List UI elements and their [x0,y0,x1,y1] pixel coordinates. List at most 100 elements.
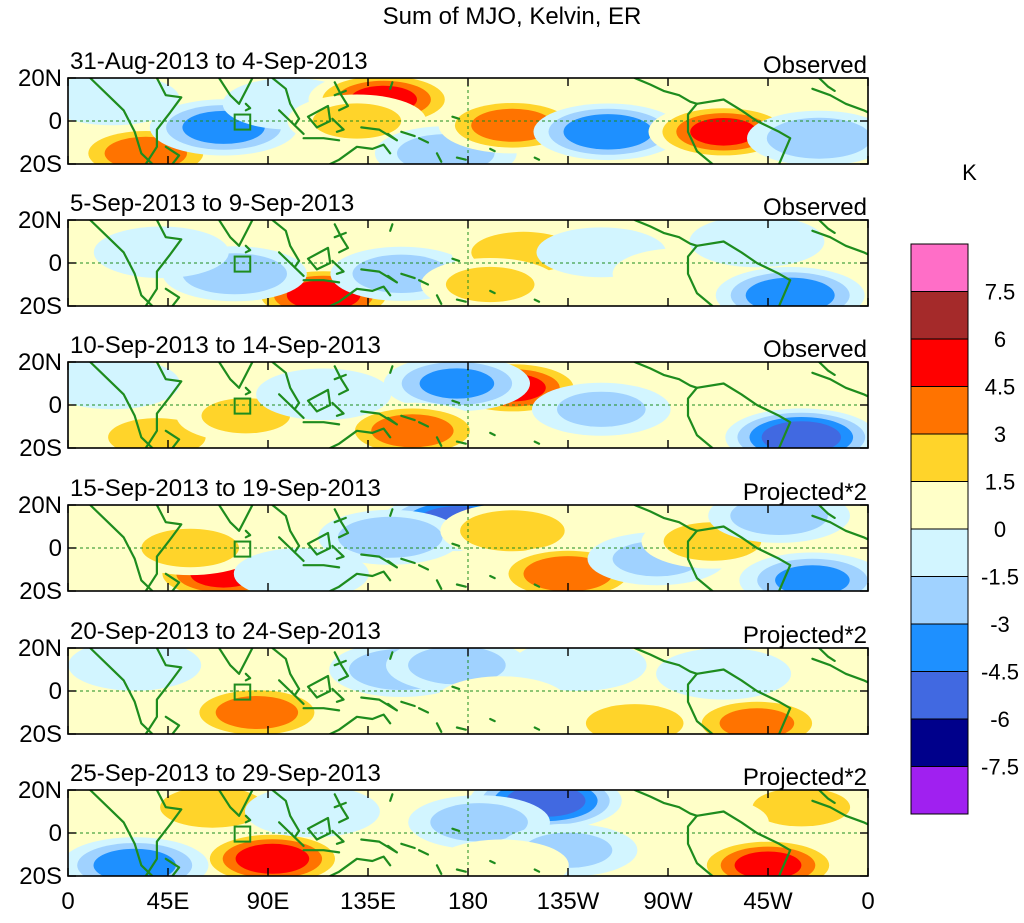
island [333,516,347,524]
coastline [811,229,868,256]
island [418,849,430,856]
island [533,440,541,445]
coastline [811,371,868,398]
colorbar-swatch [910,481,969,530]
coastline [695,525,792,591]
island [389,508,394,517]
panel-kind-label: Observed [763,336,867,363]
y-tick-label: 0 [49,535,62,562]
coastline [164,145,181,164]
coastline [164,715,181,734]
island [418,707,430,714]
coastline [327,855,392,876]
island [400,272,416,280]
x-tick-label: 45E [147,888,190,915]
coastline [244,244,252,254]
coastline [633,505,698,532]
colorbar-swatch [910,386,969,435]
anomaly-contour [68,78,180,126]
anomaly-contour [215,696,299,729]
island [533,868,541,873]
anomaly-contour [471,108,554,142]
coastline [333,223,350,254]
island [489,147,496,153]
y-tick-label: 20S [19,863,62,890]
reference-box [233,255,252,273]
island [489,574,496,580]
y-tick-label: 20N [18,65,62,92]
panel-kind-label: Projected*2 [743,764,867,791]
reference-box [233,397,252,415]
colorbar-label: -6 [990,707,1010,732]
coastline [818,362,836,376]
panels: 20N 0 20S 31-Aug-2013 to 4-Sep-2013 Observed… [18,48,869,890]
panel: 20N 0 20S 15-Sep-2013 to 19-Sep-2013 Project… [18,475,869,605]
y-tick-label: 20S [19,151,62,178]
coastline [686,814,714,876]
coastline [218,362,254,389]
x-tick-label: 90E [247,888,290,915]
coastline [302,707,341,712]
coastline [633,78,698,105]
anomaly-contour [445,266,535,303]
panel: 20N 0 20S 10-Sep-2013 to 14-Sep-2013 Observe… [18,332,869,462]
colorbar-unit: K [962,160,977,185]
x-tick-label: 45W [743,888,793,915]
colorbar-label: -3 [990,612,1010,637]
coastline [306,674,332,699]
anomaly-contour [244,790,380,838]
island [418,564,430,571]
coastline [331,687,345,703]
island [489,431,496,437]
anomaly-contour [719,708,795,734]
island [400,130,416,138]
coastline [360,268,398,284]
coastline [811,514,868,541]
coastline [164,287,181,306]
colorbar-label: 3 [994,422,1006,447]
anomaly-contour [690,118,757,146]
reference-box [233,113,252,131]
coastline [331,544,345,560]
colorbar-swatch [910,623,969,672]
y-tick-label: 20N [18,349,62,376]
island [400,700,416,708]
colorbar-label: 6 [994,327,1006,352]
panel-kind-label: Observed [763,52,867,79]
island [533,156,541,161]
anomaly-contour [408,648,506,685]
coastline [331,401,345,417]
coastline [144,362,183,448]
coastline [218,505,254,532]
coastline [633,648,698,675]
x-axis: 0 45E 90E 135E 180 135W 90W 45W 0 [61,888,874,915]
panel-date-range: 15-Sep-2013 to 19-Sep-2013 [70,475,381,502]
coastline [331,259,345,275]
coastline [360,696,398,712]
anomaly-field [68,648,830,734]
coastline [306,104,332,129]
island [455,583,467,588]
anomaly-contour [612,248,746,300]
coastline [633,790,698,817]
coastline [218,790,254,817]
coastline [818,648,836,662]
coastline [811,799,868,826]
coastline [331,117,345,133]
y-tick-label: 0 [49,678,62,705]
reference-box [233,683,252,701]
coastline [327,570,392,591]
coastline [244,529,252,539]
coastline [695,810,792,876]
coastline [144,78,183,164]
panel-date-range: 31-Aug-2013 to 4-Sep-2013 [70,48,368,75]
island [451,257,461,262]
colorbar: K 7.5 6 4.5 3 1.5 0 -1.5 -3 -4.5 -6 -7.5 [910,160,1019,815]
coastline [144,648,183,734]
coastline [164,572,181,591]
colorbar-swatch [910,291,969,340]
coastline [218,648,254,675]
island [333,659,347,667]
island [333,801,347,809]
coastline [144,505,183,591]
